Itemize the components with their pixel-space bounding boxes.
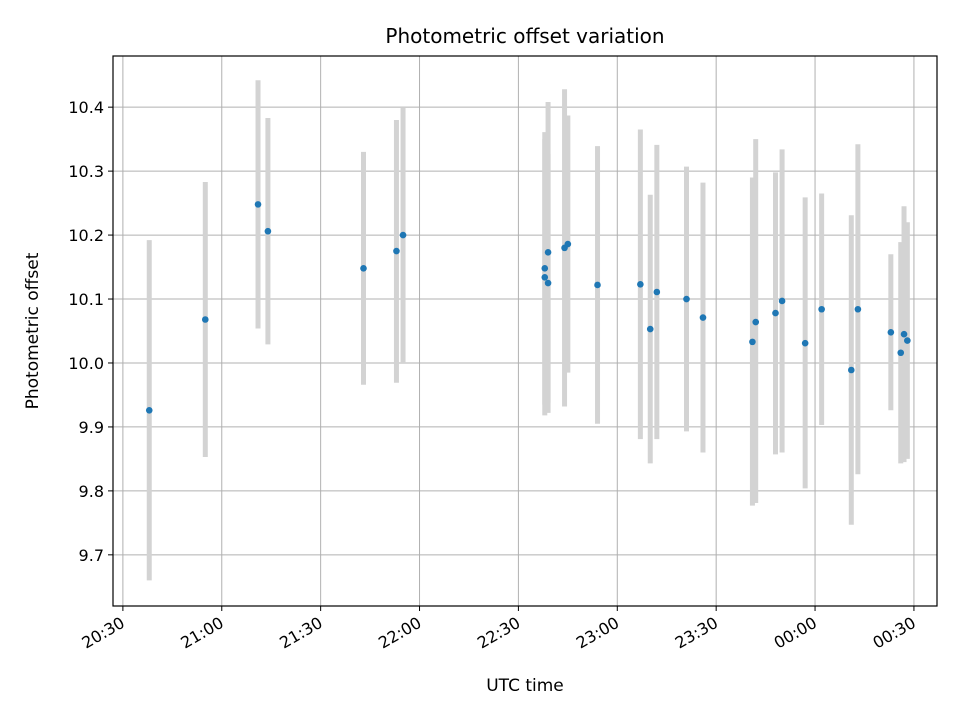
data-points <box>145 201 911 414</box>
data-point <box>904 337 911 344</box>
data-point <box>772 309 779 317</box>
data-point <box>544 279 552 287</box>
y-tick-label: 10.3 <box>68 162 104 181</box>
data-point <box>699 314 707 321</box>
data-point <box>749 338 756 346</box>
y-axis-label: Photometric offset <box>23 252 43 409</box>
data-point <box>541 273 549 281</box>
data-point <box>594 281 601 289</box>
y-axis-ticks: 9.7 9.8 9.9 10.0 10.1 10.2 10.3 10.4 <box>68 98 113 565</box>
y-tick-label: 10.0 <box>68 354 104 373</box>
grid <box>113 56 937 606</box>
plot-area-frame <box>112 55 938 607</box>
y-tick-label: 9.7 <box>79 546 104 565</box>
data-point <box>683 295 690 303</box>
data-point <box>752 318 760 326</box>
data-point <box>544 249 552 256</box>
data-point <box>778 297 786 305</box>
y-tick-label: 10.4 <box>68 98 104 117</box>
data-point <box>541 265 549 272</box>
data-point <box>887 328 895 336</box>
data-point <box>201 316 209 323</box>
y-tick-label: 9.9 <box>79 418 104 437</box>
data-point <box>399 231 407 239</box>
chart-title: Photometric offset variation <box>385 24 664 48</box>
data-point <box>801 339 809 347</box>
y-tick-label: 9.8 <box>79 482 104 501</box>
data-point <box>564 240 572 248</box>
data-point <box>900 330 908 338</box>
data-point <box>646 325 654 333</box>
data-point <box>848 366 855 374</box>
y-tick-label: 10.2 <box>68 226 104 245</box>
data-point <box>897 349 905 357</box>
data-point <box>254 201 262 208</box>
x-axis-label: UTC time <box>486 676 564 696</box>
data-point <box>393 247 400 255</box>
y-tick-label: 10.1 <box>68 290 104 309</box>
data-point <box>145 407 153 414</box>
data-point <box>264 227 272 235</box>
data-point <box>653 288 661 296</box>
data-point <box>360 265 367 272</box>
data-point <box>854 305 862 313</box>
data-point <box>637 281 644 288</box>
data-point <box>818 305 825 313</box>
